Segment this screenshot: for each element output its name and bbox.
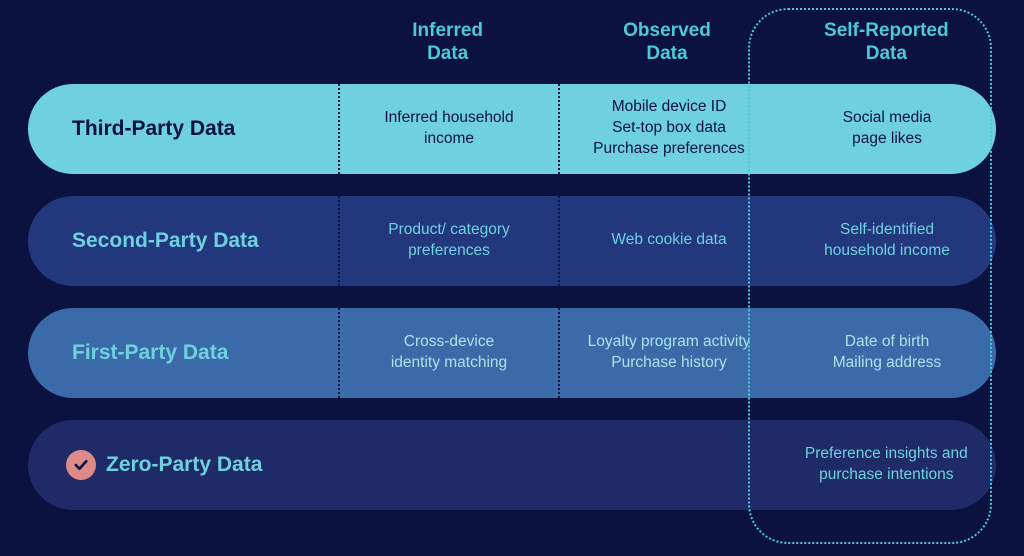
- header-line2: Data: [427, 43, 468, 64]
- cell-inferred: Product/ categorypreferences: [338, 196, 558, 286]
- cell-inferred: Cross-deviceidentity matching: [338, 308, 558, 398]
- matrix-rows: Third-Party Data Inferred householdincome…: [28, 84, 996, 528]
- header-inferred: Inferred Data: [338, 20, 557, 66]
- row-third-party: Third-Party Data Inferred householdincome…: [28, 84, 996, 174]
- cell-self_reported: Self-identifiedhousehold income: [778, 196, 996, 286]
- cell-line: household income: [824, 241, 950, 262]
- cell-line: purchase intentions: [819, 465, 953, 486]
- cell-line: Purchase preferences: [593, 139, 745, 160]
- matrix-container: Inferred Data Observed Data Self-Reporte…: [0, 0, 1024, 556]
- row-label-text: Zero-Party Data: [106, 453, 262, 477]
- cell-inferred: Inferred householdincome: [338, 84, 558, 174]
- cell-observed: Web cookie data: [558, 196, 778, 286]
- header-spacer: [28, 20, 338, 66]
- cell-line: Web cookie data: [611, 230, 726, 251]
- header-self-reported: Self-Reported Data: [777, 20, 996, 66]
- cell-self_reported: Preference insights andpurchase intentio…: [777, 420, 996, 510]
- cell-line: Date of birth: [845, 332, 929, 353]
- cell-line: Cross-device: [404, 332, 494, 353]
- cell-line: identity matching: [391, 353, 507, 374]
- header-line2: Data: [866, 43, 907, 64]
- cell-line: Purchase history: [611, 353, 726, 374]
- cell-inferred: [338, 420, 557, 510]
- cell-line: page likes: [852, 129, 922, 150]
- cell-observed: [557, 420, 776, 510]
- cell-line: income: [424, 129, 474, 150]
- row-label-text: Second-Party Data: [72, 229, 259, 253]
- header-observed: Observed Data: [557, 20, 776, 66]
- cell-observed: Mobile device IDSet-top box dataPurchase…: [558, 84, 778, 174]
- row-second-party: Second-Party Data Product/ categoryprefer…: [28, 196, 996, 286]
- cell-line: preferences: [408, 241, 490, 262]
- cell-line: Social media: [843, 108, 932, 129]
- row-label: Third-Party Data: [28, 117, 338, 141]
- cell-line: Set-top box data: [612, 118, 726, 139]
- check-icon: [66, 450, 96, 480]
- cell-line: Loyalty program activity: [588, 332, 751, 353]
- cell-observed: Loyalty program activityPurchase history: [558, 308, 778, 398]
- cell-line: Mobile device ID: [612, 97, 727, 118]
- cell-self_reported: Social mediapage likes: [778, 84, 996, 174]
- row-label: Zero-Party Data: [28, 450, 338, 480]
- header-line1: Inferred: [412, 20, 483, 41]
- row-zero-party: Zero-Party Data Preference insights andpu…: [28, 420, 996, 510]
- header-line1: Self-Reported: [824, 20, 949, 41]
- column-headers: Inferred Data Observed Data Self-Reporte…: [28, 20, 996, 66]
- cell-line: Self-identified: [840, 220, 934, 241]
- row-label: First-Party Data: [28, 341, 338, 365]
- row-label-text: First-Party Data: [72, 341, 228, 365]
- header-line2: Data: [646, 43, 687, 64]
- row-label: Second-Party Data: [28, 229, 338, 253]
- cell-line: Mailing address: [833, 353, 942, 374]
- cell-line: Inferred household: [384, 108, 513, 129]
- row-label-text: Third-Party Data: [72, 117, 235, 141]
- header-line1: Observed: [623, 20, 711, 41]
- cell-line: Preference insights and: [805, 444, 968, 465]
- cell-line: Product/ category: [388, 220, 509, 241]
- cell-self_reported: Date of birthMailing address: [778, 308, 996, 398]
- row-first-party: First-Party Data Cross-deviceidentity mat…: [28, 308, 996, 398]
